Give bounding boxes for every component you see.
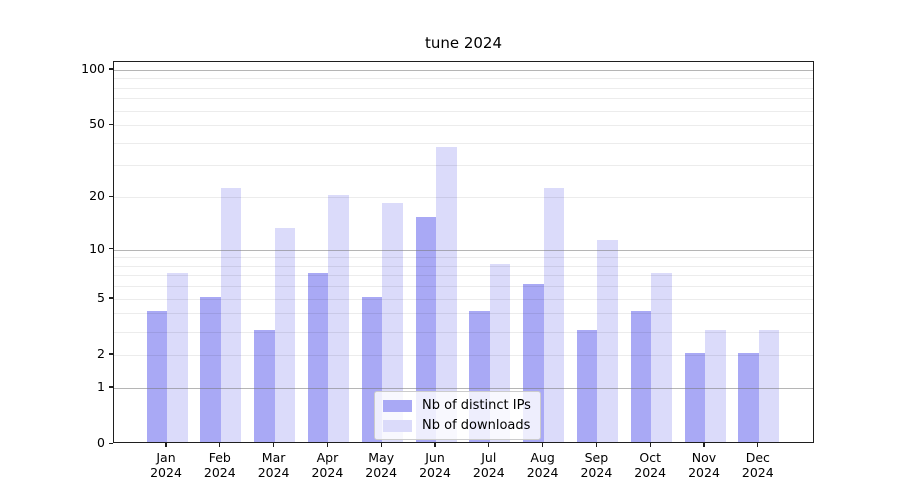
y-tick [109, 123, 113, 125]
legend-swatch-downloads [383, 419, 412, 432]
legend-entry-distinct-ips: Nb of distinct IPs [383, 398, 531, 413]
y-gridline-minor [114, 286, 813, 288]
x-tick-label: Oct 2024 [634, 450, 667, 480]
y-gridline-minor [114, 257, 813, 259]
bar-distinct-ips-jan [146, 311, 167, 442]
x-tick-label: Mar 2024 [257, 450, 290, 480]
x-tick-label: Jan 2024 [150, 450, 182, 480]
y-tick-label: 5 [97, 289, 105, 305]
y-tick-label: 1 [97, 378, 105, 394]
y-gridline-minor [114, 275, 813, 277]
y-tick-label: 0 [97, 435, 105, 450]
x-tick-label: Apr 2024 [311, 450, 344, 480]
y-tick [109, 68, 113, 70]
bar-downloads-oct [651, 273, 672, 442]
y-gridline-minor [114, 110, 813, 112]
legend-label-distinct-ips: Nb of distinct IPs [422, 398, 531, 413]
x-tick-label: Aug 2024 [526, 450, 559, 480]
y-tick-label: 10 [89, 240, 105, 256]
y-gridline-minor [114, 125, 813, 127]
x-tick [380, 443, 382, 447]
y-gridline-minor [114, 197, 813, 199]
x-tick-label: May 2024 [365, 450, 398, 480]
y-gridline-minor [114, 142, 813, 144]
y-tick [109, 195, 113, 197]
x-tick [757, 443, 759, 447]
plot-area [113, 61, 814, 443]
x-tick [272, 443, 275, 447]
y-tick-label: 20 [89, 188, 105, 204]
x-tick-label: Feb 2024 [203, 450, 236, 480]
bar-distinct-ips-feb [200, 296, 221, 442]
bar-distinct-ips-apr [307, 273, 329, 442]
y-tick [109, 353, 113, 355]
x-tick [219, 443, 221, 447]
y-tick-label: 50 [89, 116, 105, 132]
bar-downloads-may [382, 203, 403, 442]
bar-distinct-ips-sep [576, 329, 598, 442]
bar-downloads-sep [597, 240, 618, 442]
y-tick [109, 248, 113, 250]
bar-downloads-nov [705, 329, 726, 442]
y-gridline-minor [114, 98, 813, 100]
bar-downloads-jan [167, 273, 188, 442]
y-gridline-minor [114, 87, 813, 89]
legend-entry-downloads: Nb of downloads [383, 418, 531, 433]
y-tick [109, 442, 113, 444]
x-tick-label: Jul 2024 [472, 450, 505, 480]
y-gridline-minor [114, 78, 813, 80]
y-tick [109, 297, 113, 299]
x-tick-label: Sep 2024 [580, 450, 613, 480]
bar-downloads-jun [436, 146, 457, 442]
bar-downloads-aug [543, 187, 565, 442]
x-tick [326, 443, 329, 447]
x-tick-label: Jun 2024 [419, 450, 451, 480]
legend-swatch-distinct-ips [383, 399, 412, 412]
x-tick [541, 443, 544, 447]
y-tick-label: 2 [97, 345, 105, 361]
legend-label-downloads: Nb of downloads [422, 418, 531, 433]
bar-downloads-feb [220, 187, 242, 442]
x-tick [165, 443, 167, 447]
y-gridline-major [114, 249, 813, 251]
bar-downloads-mar [274, 227, 296, 442]
x-tick-label: Dec 2024 [741, 450, 774, 480]
bar-distinct-ips-nov [684, 352, 705, 442]
x-tick [649, 443, 651, 447]
bar-distinct-ips-mar [254, 329, 275, 442]
x-tick [434, 443, 436, 447]
bar-distinct-ips-dec [738, 352, 759, 442]
y-gridline-minor [114, 165, 813, 167]
legend: Nb of distinct IPs Nb of downloads [374, 391, 541, 440]
bar-downloads-apr [328, 195, 349, 442]
x-tick [488, 443, 490, 447]
y-gridline-minor [114, 265, 813, 267]
chart-title: tune 2024 [424, 34, 503, 52]
y-tick-label: 100 [81, 60, 105, 76]
x-tick-label: Nov 2024 [688, 450, 720, 480]
y-gridline-major [114, 69, 813, 71]
bar-distinct-ips-jun [415, 217, 436, 442]
bar-downloads-dec [758, 329, 780, 442]
x-tick [595, 443, 598, 447]
y-tick [109, 386, 113, 388]
bar-distinct-ips-oct [630, 311, 652, 442]
x-tick [703, 443, 705, 447]
